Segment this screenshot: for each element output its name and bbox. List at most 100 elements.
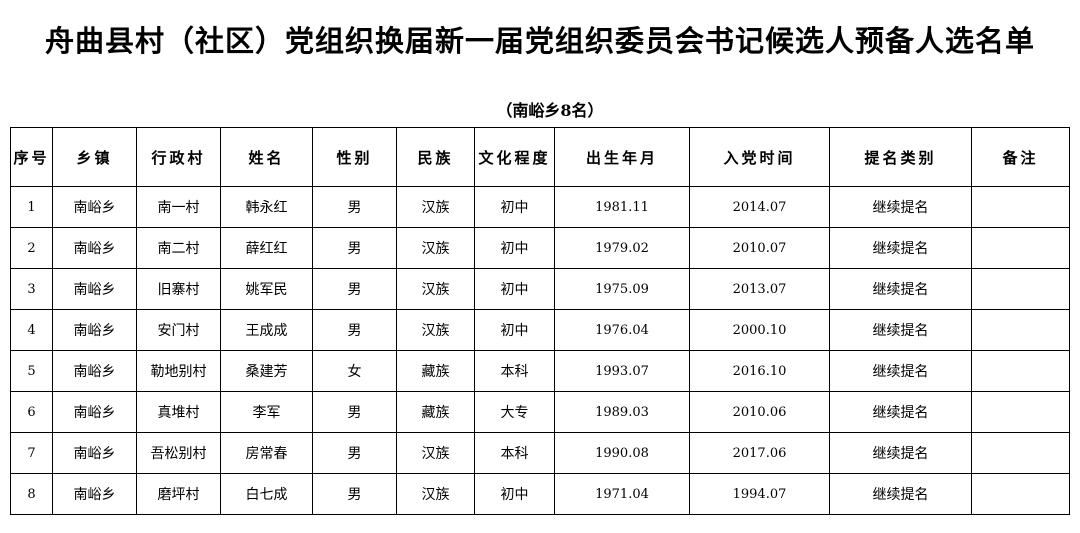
cell-index: 6 [10,391,53,433]
cell-party-join-date: 2013.07 [689,268,830,310]
document-title: 舟曲县村（社区）党组织换届新一届党组织委员会书记候选人预备人选名单 [44,24,1035,58]
cell-ethnicity: 汉族 [396,473,475,515]
cell-village: 吾松别村 [136,432,221,474]
cell-name: 房常春 [220,432,313,474]
cell-party-join-date: 2017.06 [689,432,830,474]
table-row: 6 南峪乡 真堆村 李军男藏族 大专 1989.03 2010.06 继续提名 [10,391,1070,433]
header-name: 姓名 [220,127,313,187]
cell-remarks [971,227,1070,269]
cell-education: 本科 [474,350,555,392]
cell-remarks [971,186,1070,228]
cell-remarks [971,309,1070,351]
cell-nomination-type: 继续提名 [829,432,972,474]
cell-gender: 男 [312,391,397,433]
cell-village: 旧寨村 [136,268,221,310]
cell-gender: 男 [312,473,397,515]
cell-remarks [971,473,1070,515]
cell-party-join-date: 2016.10 [689,350,830,392]
cell-birth-date: 1993.07 [554,350,690,392]
cell-ethnicity: 汉族 [396,186,475,228]
cell-name: 李军 [220,391,313,433]
cell-township: 南峪乡 [52,227,137,269]
cell-nomination-type: 继续提名 [829,391,972,433]
cell-party-join-date: 2000.10 [689,309,830,351]
cell-township: 南峪乡 [52,350,137,392]
header-gender: 性别 [312,127,397,187]
cell-education: 初中 [474,309,555,351]
cell-remarks [971,391,1070,433]
cell-gender: 男 [312,432,397,474]
table-header-row: 序号 乡镇 行政村 姓名 性别 民族 文化程度 出生年月 入党时间 提名类别 备注 [10,127,1070,187]
header-birth-date: 出生年月 [554,127,690,187]
header-index: 序号 [10,127,53,187]
cell-nomination-type: 继续提名 [829,227,972,269]
cell-party-join-date: 2010.07 [689,227,830,269]
cell-township: 南峪乡 [52,309,137,351]
cell-birth-date: 1989.03 [554,391,690,433]
candidate-table: 序号 乡镇 行政村 姓名 性别 民族 文化程度 出生年月 入党时间 提名类别 备注 1 南峪乡 南一村韩… [10,127,1070,515]
cell-gender: 男 [312,309,397,351]
cell-village: 磨坪村 [136,473,221,515]
cell-birth-date: 1976.04 [554,309,690,351]
cell-village: 南二村 [136,227,221,269]
cell-index: 1 [10,186,53,228]
header-remarks: 备注 [971,127,1070,187]
cell-gender: 女 [312,350,397,392]
cell-education: 大专 [474,391,555,433]
cell-name: 白七成 [220,473,313,515]
cell-birth-date: 1979.02 [554,227,690,269]
cell-remarks [971,432,1070,474]
header-township: 乡镇 [52,127,137,187]
cell-party-join-date: 2014.07 [689,186,830,228]
table-row: 3 南峪乡 旧寨村 姚军民男汉族 初中 1975.09 2013.07 继续提名 [10,268,1070,310]
cell-birth-date: 1990.08 [554,432,690,474]
cell-nomination-type: 继续提名 [829,268,972,310]
cell-village: 安门村 [136,309,221,351]
header-education: 文化程度 [474,127,555,187]
cell-education: 初中 [474,268,555,310]
cell-township: 南峪乡 [52,432,137,474]
table-row: 7 南峪乡 吾松别村 房常春男汉族 本科 1990.08 2017.06 继续提名 [10,432,1070,474]
table-row: 2 南峪乡 南二村 薛红红男汉族 初中 1979.02 2010.07 继续提名 [10,227,1070,269]
header-nomination-type: 提名类别 [829,127,972,187]
cell-party-join-date: 2010.06 [689,391,830,433]
header-village: 行政村 [136,127,221,187]
cell-name: 姚军民 [220,268,313,310]
cell-education: 初中 [474,186,555,228]
cell-ethnicity: 藏族 [396,391,475,433]
cell-village: 真堆村 [136,391,221,433]
cell-village: 勒地别村 [136,350,221,392]
cell-township: 南峪乡 [52,268,137,310]
cell-name: 薛红红 [220,227,313,269]
cell-township: 南峪乡 [52,186,137,228]
cell-birth-date: 1975.09 [554,268,690,310]
cell-index: 8 [10,473,53,515]
cell-index: 4 [10,309,53,351]
cell-gender: 男 [312,186,397,228]
cell-ethnicity: 汉族 [396,227,475,269]
cell-index: 5 [10,350,53,392]
table-row: 4 南峪乡 安门村 王成成男汉族 初中 1976.04 2000.10 继续提名 [10,309,1070,351]
cell-nomination-type: 继续提名 [829,309,972,351]
cell-education: 初中 [474,473,555,515]
cell-gender: 男 [312,227,397,269]
cell-remarks [971,350,1070,392]
cell-name: 韩永红 [220,186,313,228]
table-row: 8 南峪乡 磨坪村 白七成男汉族 初中 1971.04 1994.07 继续提名 [10,473,1070,515]
cell-index: 3 [10,268,53,310]
header-ethnicity: 民族 [396,127,475,187]
cell-remarks [971,268,1070,310]
cell-index: 7 [10,432,53,474]
cell-ethnicity: 汉族 [396,432,475,474]
cell-nomination-type: 继续提名 [829,186,972,228]
cell-birth-date: 1981.11 [554,186,690,228]
cell-township: 南峪乡 [52,473,137,515]
cell-village: 南一村 [136,186,221,228]
table-row: 5 南峪乡 勒地别村 桑建芳女藏族 本科 1993.07 2016.10 继续提名 [10,350,1070,392]
cell-birth-date: 1971.04 [554,473,690,515]
cell-gender: 男 [312,268,397,310]
cell-ethnicity: 藏族 [396,350,475,392]
cell-name: 王成成 [220,309,313,351]
cell-index: 2 [10,227,53,269]
cell-party-join-date: 1994.07 [689,473,830,515]
